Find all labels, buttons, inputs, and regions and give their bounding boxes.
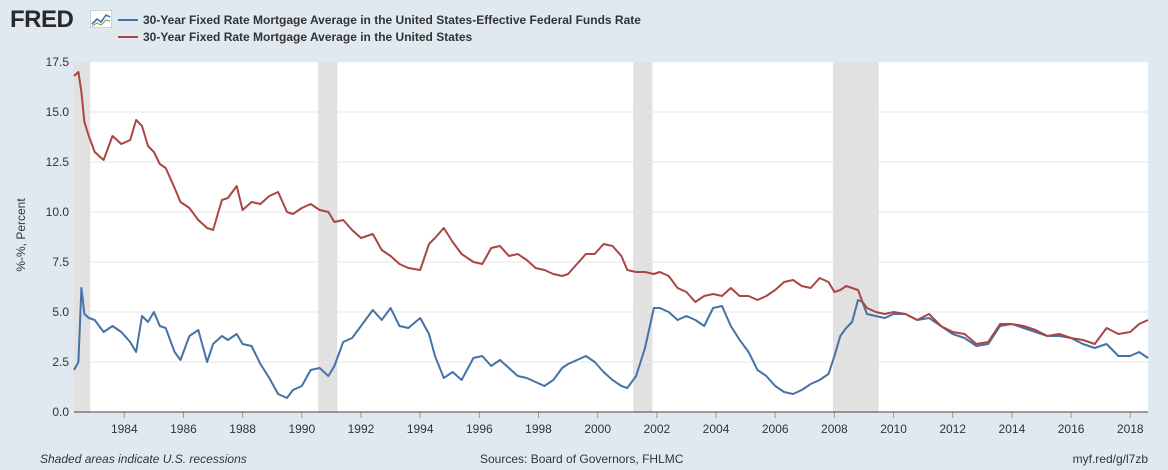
- x-tick-label: 2002: [644, 422, 671, 436]
- x-tick-label: 2012: [939, 422, 966, 436]
- x-tick-label: 1990: [288, 422, 315, 436]
- recession-band: [74, 62, 91, 412]
- y-tick-label: 0.0: [52, 405, 69, 419]
- legend-item-mortgage[interactable]: 30-Year Fixed Rate Mortgage Average in t…: [118, 28, 641, 45]
- x-tick-label: 2004: [703, 422, 730, 436]
- x-tick-label: 1984: [111, 422, 138, 436]
- legend-item-spread[interactable]: 30-Year Fixed Rate Mortgage Average in t…: [118, 11, 641, 28]
- series-line-mortgage: [73, 71, 1149, 345]
- x-tick-label: 1992: [348, 422, 375, 436]
- axes: 0.0 2.5 5.0 7.5 10.0 12.5 15.0 17.5 1984 1986 1988…: [46, 55, 1148, 436]
- y-tick-label: 12.5: [46, 155, 70, 169]
- x-tick-label: 1994: [407, 422, 434, 436]
- x-tick-label: 1998: [525, 422, 552, 436]
- y-tick-label: 10.0: [46, 205, 70, 219]
- sources-note: Sources: Board of Governors, FHLMC: [480, 452, 684, 466]
- x-tick-label: 1988: [229, 422, 256, 436]
- y-tick-label: 17.5: [46, 55, 70, 69]
- legend-swatch-blue: [118, 18, 138, 21]
- legend-label: 30-Year Fixed Rate Mortgage Average in t…: [143, 12, 641, 27]
- chart-legend: 30-Year Fixed Rate Mortgage Average in t…: [118, 11, 641, 45]
- x-tick-label: 2006: [762, 422, 789, 436]
- x-tick-label: 2008: [821, 422, 848, 436]
- x-tick-label: 2016: [1058, 422, 1085, 436]
- recession-note: Shaded areas indicate U.S. recessions: [40, 452, 247, 466]
- y-tick-label: 5.0: [52, 305, 69, 319]
- recession-band: [318, 62, 338, 412]
- recession-band: [633, 62, 653, 412]
- x-tick-label: 1986: [170, 422, 197, 436]
- legend-label: 30-Year Fixed Rate Mortgage Average in t…: [143, 29, 473, 44]
- recession-band: [832, 62, 879, 412]
- x-tick-label: 2014: [999, 422, 1026, 436]
- x-tick-label: 2000: [584, 422, 611, 436]
- plot-background: [74, 62, 1148, 412]
- y-tick-label: 2.5: [52, 355, 69, 369]
- x-tick-label: 2018: [1117, 422, 1144, 436]
- fred-logo[interactable]: FRED: [10, 6, 74, 33]
- x-tick-label: 2010: [880, 422, 907, 436]
- y-tick-label: 7.5: [52, 255, 69, 269]
- recession-bands: [74, 62, 879, 412]
- chart-header: FRED 30-Year Fixed Rate Mortgage Average…: [0, 0, 1168, 50]
- short-url-link[interactable]: myf.red/g/l7zb: [1072, 452, 1148, 466]
- line-chart-icon: [90, 10, 112, 28]
- series-lines: [73, 71, 1149, 399]
- x-tick-label: 1996: [466, 422, 493, 436]
- legend-swatch-red: [118, 35, 138, 38]
- y-tick-label: 15.0: [46, 105, 70, 119]
- grid-lines: [74, 111, 1148, 363]
